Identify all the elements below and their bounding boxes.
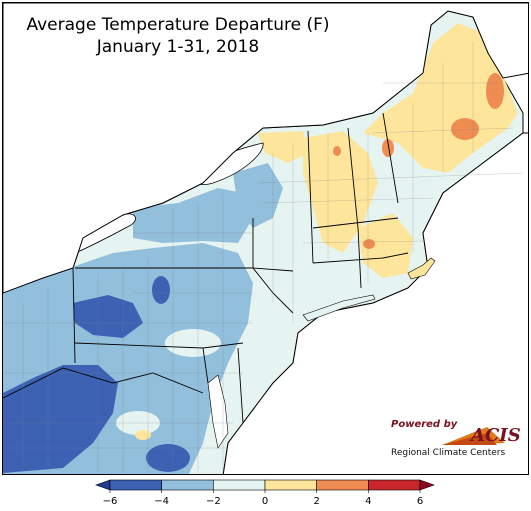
- hot-spot-mass: [363, 239, 375, 249]
- color-legend: −6 −4 −2 0 2 4 6: [95, 479, 435, 507]
- map-subtitle: January 1-31, 2018: [96, 37, 260, 57]
- cape-cod: [407, 257, 436, 280]
- acis-logo: Powered by ACIS Regional Climate Centers: [387, 415, 521, 465]
- hot-spot-vermont: [333, 146, 341, 156]
- hot-spot-nh: [382, 139, 394, 157]
- legend-tick-label: 2: [313, 496, 319, 507]
- legend-tick-label: −2: [206, 496, 221, 507]
- legend-tick-label: −4: [154, 496, 169, 507]
- map-title: Average Temperature Departure (F): [26, 15, 330, 35]
- legend-bin: [161, 479, 214, 491]
- legend-arrow-above: [419, 479, 435, 491]
- legend-bin: [264, 479, 317, 491]
- hot-spot-maine-central: [451, 118, 479, 140]
- cold-zone-wv: [3, 365, 118, 473]
- canada-region: [3, 3, 528, 294]
- legend-bin: [213, 479, 266, 491]
- legend-bin: [316, 479, 369, 491]
- warm-zone-wny: [258, 131, 308, 163]
- acis-brand: ACIS: [471, 425, 521, 446]
- legend-ticks: −6 −4 −2 0 2 4 6: [103, 490, 423, 507]
- legend-tick-label: 4: [365, 496, 371, 507]
- hot-spot-maine-east: [486, 73, 504, 109]
- legend-arrow-below: [95, 479, 111, 491]
- acis-swoosh-icon: [442, 427, 505, 445]
- legend-tick-label: 6: [417, 496, 423, 507]
- long-island: [302, 294, 376, 322]
- acis-subtitle: Regional Climate Centers: [391, 448, 506, 458]
- warm-zone-maine: [363, 23, 518, 173]
- county-lines: [3, 43, 524, 473]
- cold-spot-va: [146, 444, 190, 472]
- legend-bar: [95, 479, 435, 491]
- powered-by-label: Powered by: [391, 419, 458, 430]
- normal-patch-pa: [165, 329, 221, 357]
- temperature-map: [3, 3, 528, 474]
- cold-zone-ohio-pa: [73, 295, 143, 338]
- cool-zone-ny-north: [233, 163, 283, 228]
- state-borders: [3, 112, 409, 424]
- atlantic-ocean: [222, 132, 528, 474]
- legend-bin: [109, 479, 162, 491]
- warm-patch-va: [135, 430, 151, 440]
- legend-bin: [368, 479, 421, 491]
- legend-tick-label: 0: [262, 496, 268, 507]
- warm-zone-mass: [358, 213, 413, 278]
- legend-tick-label: −6: [103, 496, 118, 507]
- map-frame: Average Temperature Departure (F) Januar…: [2, 2, 529, 475]
- cold-spot-pa-central: [152, 276, 170, 304]
